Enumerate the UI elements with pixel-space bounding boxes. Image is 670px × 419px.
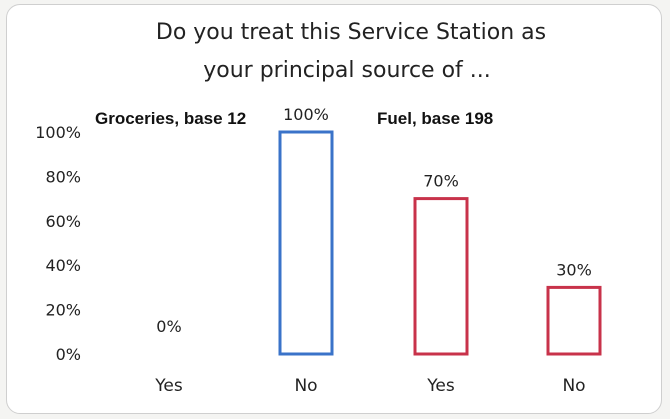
x-tick-label: No [294,376,317,396]
y-tick-label: 20% [45,301,81,320]
group-label-groceries: Groceries, base 12 [95,109,246,128]
bar-chart: Do you treat this Service Station as you… [35,20,602,396]
chart-title-line-1: Do you treat this Service Station as [156,20,546,45]
y-tick-label: 60% [45,212,81,231]
bar-no-3 [546,285,602,356]
bar-no-1 [278,130,334,356]
y-tick-label: 100% [35,123,81,142]
chart-card: Do you treat this Service Station as you… [6,4,662,414]
y-axis: 100% 80% 60% 40% 20% 0% [35,123,81,364]
bar-yes-2 [413,197,469,356]
x-tick-label: No [562,376,585,396]
x-tick-label: Yes [154,376,183,396]
bars-layer: 0% Yes 100% No 70% Yes 30% No [154,105,602,396]
y-tick-label: 40% [45,256,81,275]
y-tick-label: 80% [45,167,81,186]
data-label: 70% [423,172,459,191]
x-tick-label: Yes [426,376,455,396]
chart-title-line-2: your principal source of ... [203,58,491,83]
data-label: 30% [556,260,592,279]
group-label-fuel: Fuel, base 198 [377,109,493,128]
data-label: 100% [283,105,329,124]
data-label: 0% [156,317,181,336]
y-tick-label: 0% [56,345,81,364]
